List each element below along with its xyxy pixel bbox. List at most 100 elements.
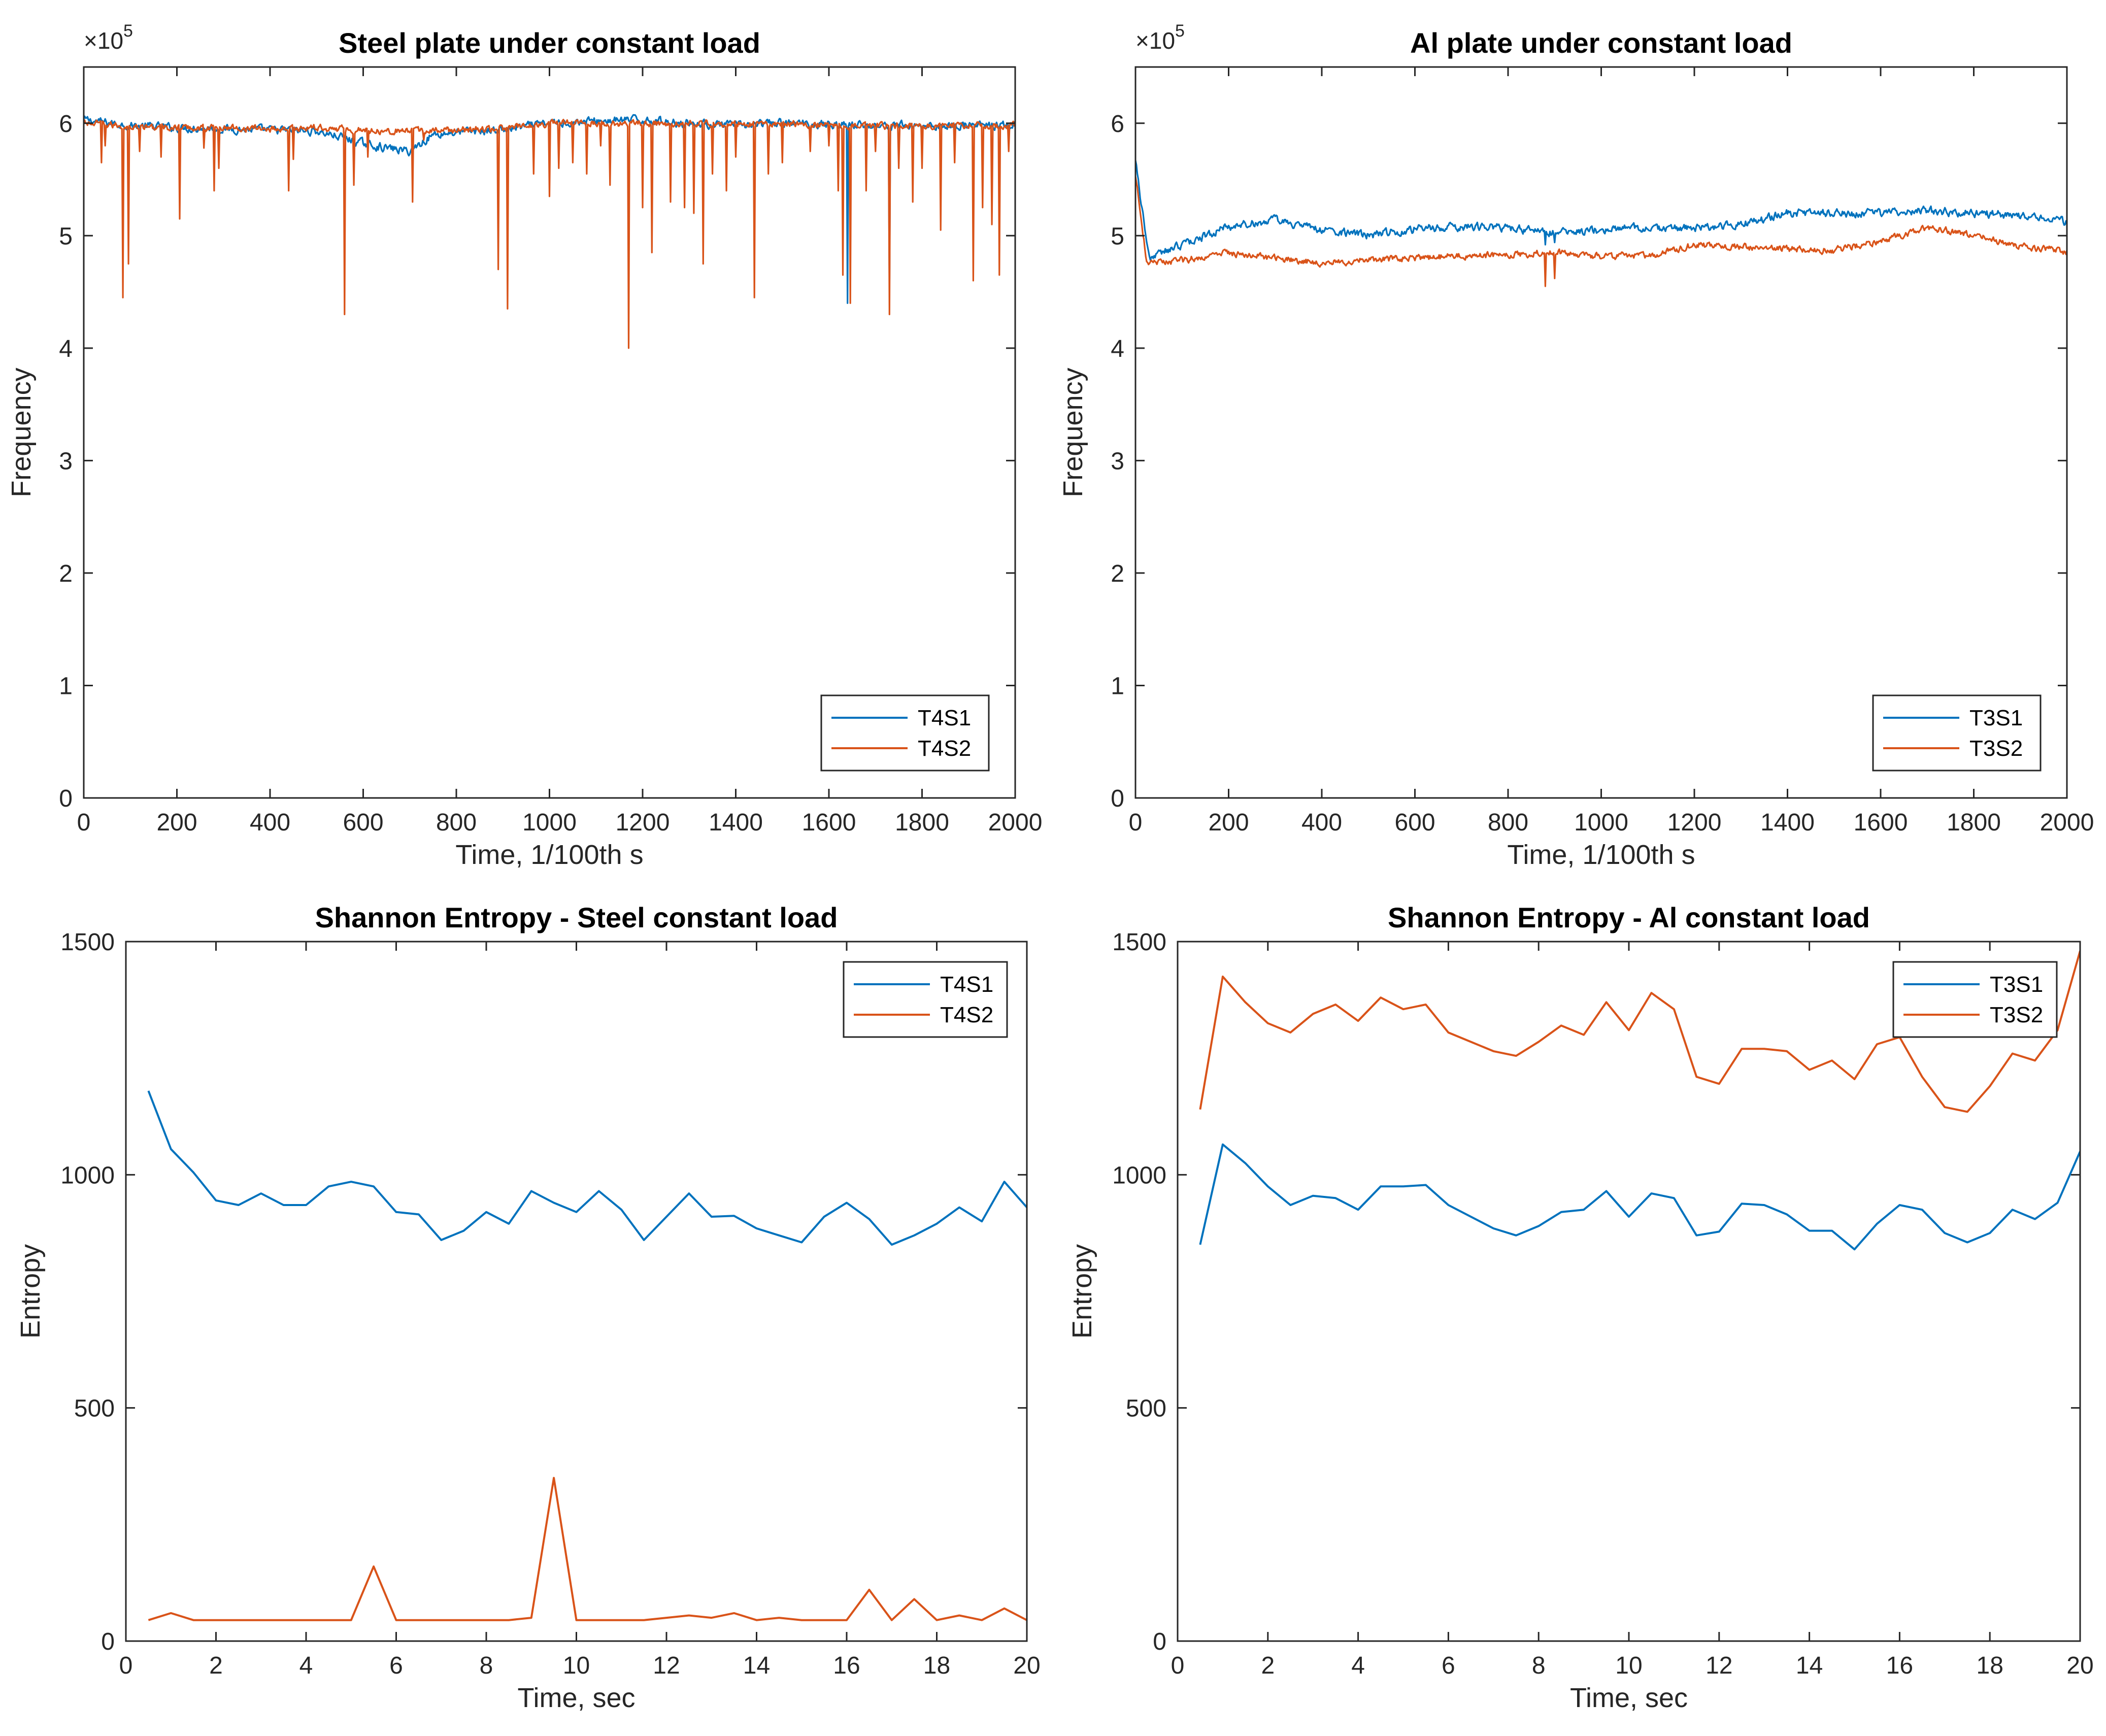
x-tick-label: 1400 [1760,809,1815,836]
x-tick-label: 400 [1301,809,1342,836]
x-tick-label: 2 [1261,1652,1275,1679]
x-tick-label: 6 [1442,1652,1455,1679]
y-tick-label: 0 [59,785,73,812]
x-tick-label: 200 [1208,809,1249,836]
y-tick-label: 0 [1153,1628,1166,1655]
x-axis-label: Time, 1/100th s [1507,840,1695,870]
x-tick-label: 6 [389,1652,403,1679]
x-tick-label: 800 [1488,809,1528,836]
series-line-t4s1 [84,114,1015,304]
x-tick-label: 1000 [522,809,577,836]
y-axis-label: Frequency [6,368,37,497]
y-tick-label: 1000 [60,1162,115,1189]
x-tick-label: 1600 [802,809,856,836]
series-line-t3s2 [1135,176,2067,287]
x-tick-label: 12 [1706,1652,1732,1679]
x-tick-label: 0 [1129,809,1143,836]
x-tick-label: 18 [923,1652,950,1679]
y-tick-label: 3 [59,448,73,475]
legend: T4S1 T4S2 [820,694,990,772]
x-tick-label: 8 [480,1652,493,1679]
x-tick-label: 16 [833,1652,860,1679]
x-tick-label: 2000 [988,809,1043,836]
y-tick-label: 1500 [1112,929,1166,956]
x-tick-label: 10 [563,1652,590,1679]
x-tick-label: 400 [250,809,290,836]
legend-label-t3s1: T3S1 [1990,972,2043,997]
y-tick-label: 6 [1111,111,1124,138]
series-line-t3s1 [1199,1143,2080,1251]
legend: T4S1 T4S2 [843,961,1008,1038]
x-tick-label: 0 [119,1652,133,1679]
legend-label-t4s1: T4S1 [940,972,993,997]
x-axis-label: Time, 1/100th s [455,840,643,870]
x-tick-label: 800 [436,809,477,836]
legend: T3S1 T3S2 [1892,961,2058,1038]
series-group [1199,950,2080,1251]
y-tick-label: 3 [1111,448,1124,475]
x-tick-label: 600 [343,809,383,836]
y-axis-label: Frequency [1058,368,1088,497]
y-tick-label: 1500 [60,929,115,956]
x-tick-label: 14 [1796,1652,1823,1679]
plot-area [126,942,1027,1641]
legend-label-t3s1: T3S1 [1969,706,2023,730]
x-tick-label: 16 [1886,1652,1913,1679]
y-axis-label: Entropy [1067,1244,1097,1339]
series-line-t4s1 [147,1090,1027,1246]
y-tick-label: 4 [59,336,73,362]
x-tick-label: 4 [299,1652,313,1679]
y-tick-label: 1 [59,673,73,699]
y-tick-label: 500 [74,1395,115,1422]
x-tick-label: 600 [1394,809,1435,836]
x-tick-label: 10 [1615,1652,1642,1679]
chart-p1: 0 200 400 600 800 1000 1200 1400 1600 1800 2000 0 1 2… [6,21,1042,870]
x-tick-label: 8 [1532,1652,1546,1679]
chart-p3: 0 2 4 6 8 10 12 14 16 18 20 0 500 1000 1500 Shannon Ent… [15,902,1041,1713]
y-tick-label: 5 [1111,223,1124,250]
x-tick-label: 0 [77,809,91,836]
y-tick-label: 2 [1111,560,1124,587]
y-tick-label: 0 [1111,785,1124,812]
y-tick-label: 0 [101,1628,115,1655]
y-tick-label: 1 [1111,673,1124,699]
legend-label-t3s2: T3S2 [1969,736,2023,761]
legend-box [1872,694,2042,772]
y-tick-label: 1000 [1112,1162,1166,1189]
x-tick-label: 18 [1977,1652,2003,1679]
x-tick-label: 4 [1351,1652,1365,1679]
series-group [84,114,1015,349]
y-axis-label: Entropy [15,1244,46,1339]
x-tick-label: 1400 [709,809,763,836]
legend: T3S1 T3S2 [1872,694,2042,772]
plot-area [1135,67,2067,798]
x-tick-label: 0 [1171,1652,1185,1679]
plot-area [1178,942,2080,1641]
y-exponent-label: ×105 [1135,21,1185,54]
x-tick-label: 1200 [616,809,670,836]
x-tick-label: 20 [1013,1652,1040,1679]
series-line-t3s2 [1199,950,2080,1113]
chart-title: Shannon Entropy - Steel constant load [315,902,838,933]
x-tick-label: 12 [653,1652,680,1679]
series-group [1135,160,2067,287]
x-tick-label: 20 [2066,1652,2093,1679]
chart-title: Steel plate under constant load [339,27,760,59]
x-tick-label: 1800 [1947,809,2001,836]
x-tick-label: 2000 [2040,809,2094,836]
legend-box [843,961,1008,1038]
x-tick-label: 200 [156,809,197,836]
x-axis-label: Time, sec [1570,1683,1688,1713]
chart-p2: 0 200 400 600 800 1000 1200 1400 1600 1800 2000 0 1 2… [1058,21,2094,870]
x-tick-label: 2 [209,1652,223,1679]
y-tick-label: 5 [59,223,73,250]
x-tick-label: 1200 [1667,809,1722,836]
series-line-t4s2 [148,1477,1027,1621]
legend-label-t4s2: T4S2 [918,736,971,761]
x-tick-label: 1600 [1854,809,1908,836]
legend-label-t4s1: T4S1 [918,706,971,730]
y-tick-label: 2 [59,560,73,587]
x-tick-label: 1000 [1574,809,1628,836]
y-exponent-label: ×105 [84,21,133,54]
